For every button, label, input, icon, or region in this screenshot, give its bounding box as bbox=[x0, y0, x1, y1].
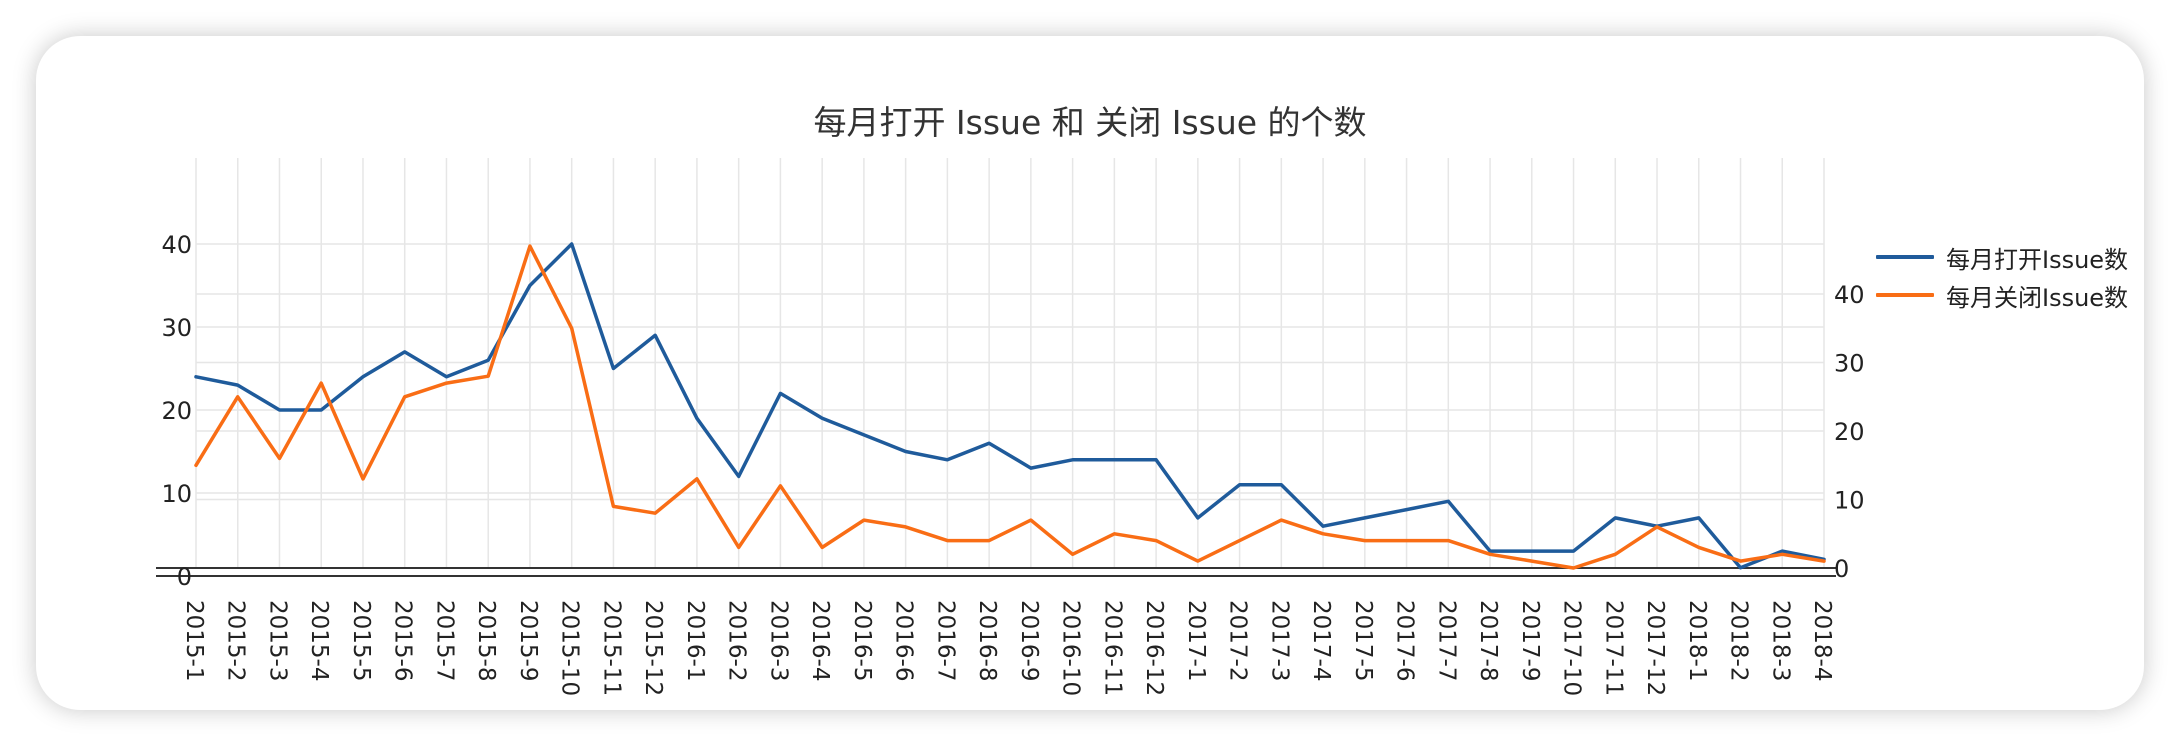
line-chart: 0 10 20 30 40 0 10 20 30 40 2015-1 2015-2 2015-3 2015… bbox=[156, 158, 1865, 696]
legend-swatch-closed bbox=[1876, 293, 1934, 297]
x-tick-label: 2017-1 bbox=[1183, 600, 1209, 681]
x-tick-label: 2017-3 bbox=[1266, 600, 1292, 681]
x-tick-label: 2017-6 bbox=[1392, 600, 1418, 681]
x-tick-label: 2017-4 bbox=[1308, 600, 1334, 681]
x-tick-label: 2015-2 bbox=[223, 600, 249, 681]
x-tick-label: 2015-9 bbox=[515, 600, 541, 681]
x-tick-label: 2015-4 bbox=[306, 600, 332, 681]
series-line-open[interactable] bbox=[194, 242, 1826, 570]
x-tick-label: 2017-12 bbox=[1642, 600, 1668, 696]
x-tick-label: 2016-8 bbox=[974, 600, 1000, 681]
chart-title: 每月打开 Issue 和 关闭 Issue 的个数 bbox=[813, 103, 1367, 142]
x-tick-label: 2017-2 bbox=[1225, 600, 1251, 681]
x-tick-label: 2018-2 bbox=[1726, 600, 1752, 681]
series-line-closed[interactable] bbox=[194, 244, 1826, 570]
x-tick-label: 2015-1 bbox=[181, 600, 207, 681]
y-tick-right: 0 bbox=[1834, 555, 1849, 583]
legend-label-closed: 每月关闭Issue数 bbox=[1946, 283, 2129, 312]
y-tick-left: 40 bbox=[161, 231, 192, 259]
y-tick-right: 10 bbox=[1834, 487, 1865, 515]
x-tick-label: 2016-11 bbox=[1099, 600, 1125, 696]
x-tick-label: 2016-7 bbox=[932, 600, 958, 681]
y-tick-right: 30 bbox=[1834, 350, 1865, 378]
x-tick-label: 2016-5 bbox=[849, 600, 875, 681]
legend-item-closed[interactable]: 每月关闭Issue数 bbox=[1876, 276, 2128, 314]
x-tick-label: 2016-12 bbox=[1141, 600, 1167, 696]
x-tick-label: 2016-9 bbox=[1016, 600, 1042, 681]
x-tick-label: 2018-4 bbox=[1809, 600, 1835, 681]
x-tick-label: 2015-11 bbox=[598, 600, 624, 696]
chart-legend: 每月打开Issue数 每月关闭Issue数 bbox=[1876, 238, 2128, 314]
x-tick-label: 2015-12 bbox=[640, 600, 666, 696]
x-tick-label: 2015-8 bbox=[473, 600, 499, 681]
chart-card: 每月打开 Issue 和 关闭 Issue 的个数 0 10 20 30 40 0 10 20… bbox=[36, 36, 2144, 710]
x-tick-label: 2016-10 bbox=[1058, 600, 1084, 696]
x-tick-label: 2016-3 bbox=[765, 600, 791, 681]
y-tick-left: 30 bbox=[161, 314, 192, 342]
y-tick-right: 20 bbox=[1834, 418, 1865, 446]
x-tick-label: 2015-5 bbox=[348, 600, 374, 681]
x-tick-label: 2015-10 bbox=[557, 600, 583, 696]
x-tick-label: 2017-5 bbox=[1350, 600, 1376, 681]
x-tick-label: 2016-4 bbox=[807, 600, 833, 681]
y-tick-right: 40 bbox=[1834, 281, 1865, 309]
x-tick-label: 2018-3 bbox=[1767, 600, 1793, 681]
y-tick-left: 20 bbox=[161, 397, 192, 425]
x-tick-label: 2017-7 bbox=[1433, 600, 1459, 681]
x-tick-label: 2017-8 bbox=[1475, 600, 1501, 681]
x-tick-label: 2017-10 bbox=[1559, 600, 1585, 696]
x-tick-label: 2015-3 bbox=[264, 600, 290, 681]
legend-swatch-open bbox=[1876, 255, 1934, 259]
x-tick-label: 2016-2 bbox=[724, 600, 750, 681]
x-tick-label: 2017-11 bbox=[1600, 600, 1626, 696]
x-tick-label: 2016-1 bbox=[682, 600, 708, 681]
x-tick-label: 2017-9 bbox=[1517, 600, 1543, 681]
x-tick-label: 2015-6 bbox=[390, 600, 416, 681]
x-tick-label: 2018-1 bbox=[1684, 600, 1710, 681]
x-tick-label: 2015-7 bbox=[431, 600, 457, 681]
legend-label-open: 每月打开Issue数 bbox=[1946, 245, 2129, 274]
y-tick-left: 10 bbox=[161, 480, 192, 508]
legend-item-open[interactable]: 每月打开Issue数 bbox=[1876, 238, 2128, 276]
y-tick-left: 0 bbox=[177, 563, 192, 591]
x-tick-label: 2016-6 bbox=[891, 600, 917, 681]
